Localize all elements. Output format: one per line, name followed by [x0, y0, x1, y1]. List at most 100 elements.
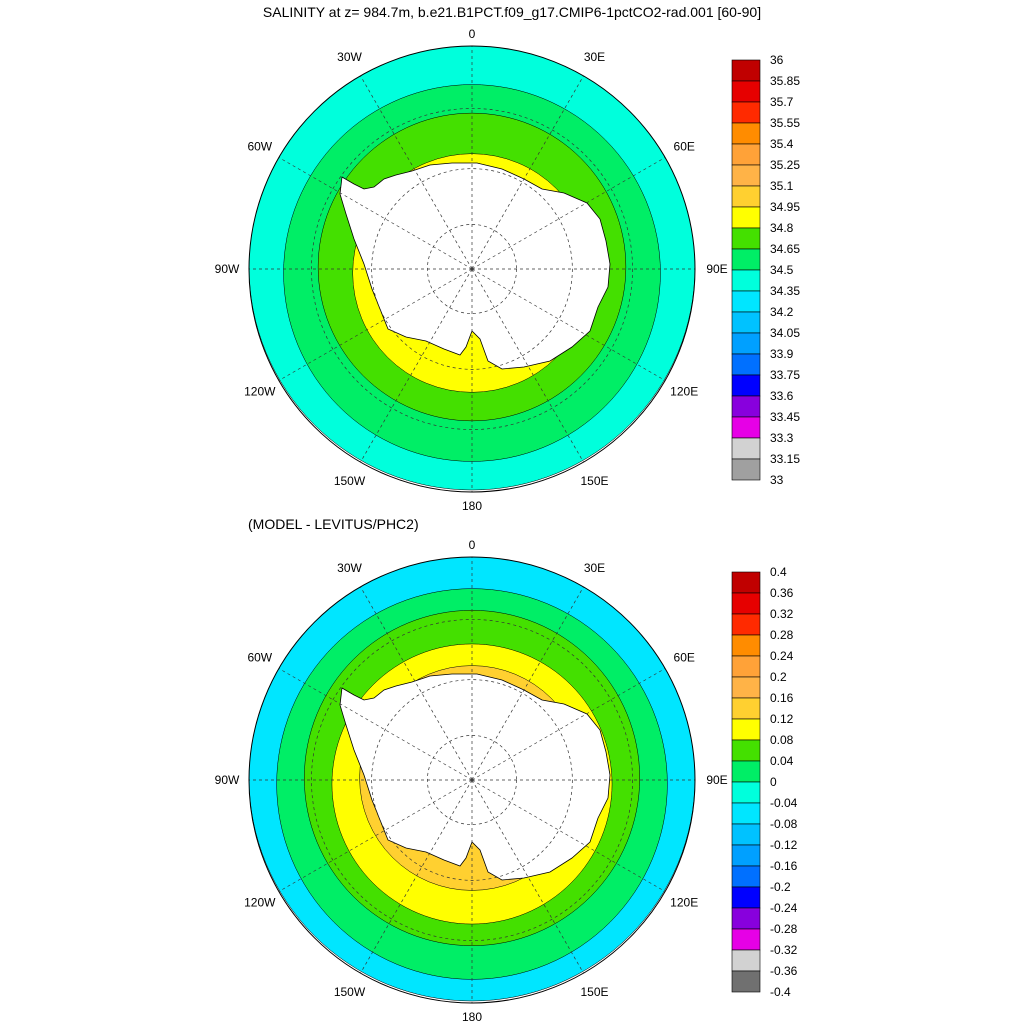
- top-colorbar-box-8: [731, 227, 761, 250]
- bottom-meridian-11: [360, 586, 473, 781]
- top-colorbar-label-14: 33.9: [770, 347, 794, 361]
- top-meridian-2: [471, 157, 666, 270]
- bottom-colorbar-label-3: 0.28: [770, 628, 794, 642]
- top-colorbar-label-8: 34.8: [770, 221, 794, 235]
- bottom-lon-label-1: 30E: [584, 561, 605, 575]
- bottom-lon-label-11: 30W: [337, 561, 362, 575]
- top-colorbar-box-7: [731, 206, 761, 229]
- top-colorbar-label-7: 34.95: [770, 200, 800, 214]
- top-colorbar-box-5: [731, 164, 761, 187]
- bottom-lat-circle-1: [371, 679, 573, 881]
- top-panel-title: SALINITY at z= 984.7m, b.e21.B1PCT.f09_g…: [263, 4, 761, 20]
- bottom-colorbar-box-9: [731, 760, 761, 783]
- top-colorbar-label-3: 35.55: [770, 116, 800, 130]
- bottom-colorbar-label-10: 0: [770, 775, 777, 789]
- bottom-colorbar-box-12: [731, 823, 761, 846]
- top-colorbar-box-17: [731, 416, 761, 439]
- bottom-colorbar-label-5: 0.2: [770, 670, 787, 684]
- bottom-lon-label-6: 180: [462, 1010, 482, 1024]
- bottom-colorbar-box-18: [731, 949, 761, 972]
- bottom-colorbar-label-17: -0.28: [770, 922, 798, 936]
- top-colorbar-box-19: [731, 458, 761, 481]
- bottom-colorbar-box-5: [731, 676, 761, 699]
- top-meridian-5: [471, 268, 584, 463]
- bottom-colorbar-label-19: -0.36: [770, 964, 798, 978]
- top-colorbar-box-13: [731, 332, 761, 355]
- bottom-map-border: [248, 556, 696, 1004]
- top-colorbar-box-14: [731, 353, 761, 376]
- bottom-colorbar-box-17: [731, 928, 761, 951]
- top-colorbar-box-9: [731, 248, 761, 271]
- top-lon-label-2: 60E: [674, 140, 695, 154]
- top-colorbar-box-1: [731, 80, 761, 103]
- bottom-colorbar-box-0: [731, 571, 761, 594]
- bottom-colorbar-label-11: -0.04: [770, 796, 798, 810]
- top-meridian-7: [360, 268, 473, 463]
- top-colorbar-label-15: 33.75: [770, 368, 800, 382]
- bottom-meridian-10: [278, 668, 473, 781]
- top-meridian-11: [360, 75, 473, 270]
- bottom-meridian-5: [471, 779, 584, 974]
- bottom-lon-label-4: 120E: [670, 896, 698, 910]
- bottom-colorbar-box-6: [731, 697, 761, 720]
- top-lat-circle-2: [311, 108, 633, 430]
- bottom-lon-label-2: 60E: [674, 651, 695, 665]
- bottom-meridian-4: [471, 779, 666, 892]
- top-colorbar-box-11: [731, 290, 761, 313]
- top-colorbar-box-10: [731, 269, 761, 292]
- top-lon-label-4: 120E: [670, 385, 698, 399]
- bottom-lon-label-9: 90W: [215, 773, 240, 787]
- bottom-lon-label-10: 60W: [247, 651, 272, 665]
- top-colorbar-box-18: [731, 437, 761, 460]
- bottom-polar-map: 0 30E 60E 90E 120E 150E 180 150W 120W 90W 60W 30W: [215, 538, 728, 1024]
- bottom-colorbar-box-3: [731, 634, 761, 657]
- top-lon-label-0: 0: [469, 27, 476, 41]
- top-colorbar-label-5: 35.25: [770, 158, 800, 172]
- bottom-colorbar-box-19: [731, 970, 761, 993]
- bottom-lon-label-5: 150E: [580, 985, 608, 999]
- top-colorbar-box-0: [731, 59, 761, 82]
- top-lon-label-5: 150E: [580, 474, 608, 488]
- top-colorbar-box-3: [731, 122, 761, 145]
- top-colorbar: 36 35.85 35.7 35.55 35.4 35.25 35.1 34.95 34.8 34…: [731, 53, 800, 487]
- top-map-border: [248, 45, 696, 493]
- top-meridian-10: [278, 157, 473, 270]
- bottom-colorbar-label-6: 0.16: [770, 691, 794, 705]
- bottom-colorbar-box-16: [731, 907, 761, 930]
- bottom-colorbar-box-15: [731, 886, 761, 909]
- bottom-colorbar-box-1: [731, 592, 761, 615]
- top-colorbar-label-17: 33.45: [770, 410, 800, 424]
- top-colorbar-box-6: [731, 185, 761, 208]
- bottom-panel-title: (MODEL - LEVITUS/PHC2): [248, 516, 419, 532]
- top-colorbar-label-19: 33.15: [770, 452, 800, 466]
- top-colorbar-label-18: 33.3: [770, 431, 794, 445]
- bottom-colorbar-box-2: [731, 613, 761, 636]
- bottom-meridian-8: [278, 779, 473, 892]
- bottom-meridian-1: [471, 586, 584, 781]
- top-colorbar-label-13: 34.05: [770, 326, 800, 340]
- bottom-colorbar-label-8: 0.08: [770, 733, 794, 747]
- top-colorbar-label-20: 33: [770, 473, 784, 487]
- top-meridian-4: [471, 268, 666, 381]
- top-colorbar-box-15: [731, 374, 761, 397]
- top-lon-label-3: 90E: [706, 262, 727, 276]
- top-colorbar-label-4: 35.4: [770, 137, 794, 151]
- top-lon-label-7: 150W: [334, 474, 366, 488]
- top-lon-label-10: 60W: [247, 140, 272, 154]
- top-meridian-8: [278, 268, 473, 381]
- bottom-colorbar-label-7: 0.12: [770, 712, 794, 726]
- top-lon-label-6: 180: [462, 499, 482, 513]
- bottom-antarctica-land: [339, 673, 611, 881]
- bottom-lon-label-0: 0: [469, 538, 476, 552]
- bottom-meridian-2: [471, 668, 666, 781]
- bottom-colorbar-label-20: -0.4: [770, 985, 791, 999]
- bottom-colorbar-label-14: -0.16: [770, 859, 798, 873]
- bottom-meridian-7: [360, 779, 473, 974]
- top-colorbar-label-10: 34.5: [770, 263, 794, 277]
- bottom-colorbar-box-4: [731, 655, 761, 678]
- top-lon-label-9: 90W: [215, 262, 240, 276]
- top-colorbar-box-2: [731, 101, 761, 124]
- top-lon-label-11: 30W: [337, 50, 362, 64]
- bottom-colorbar-box-8: [731, 739, 761, 762]
- top-lon-label-8: 120W: [244, 385, 276, 399]
